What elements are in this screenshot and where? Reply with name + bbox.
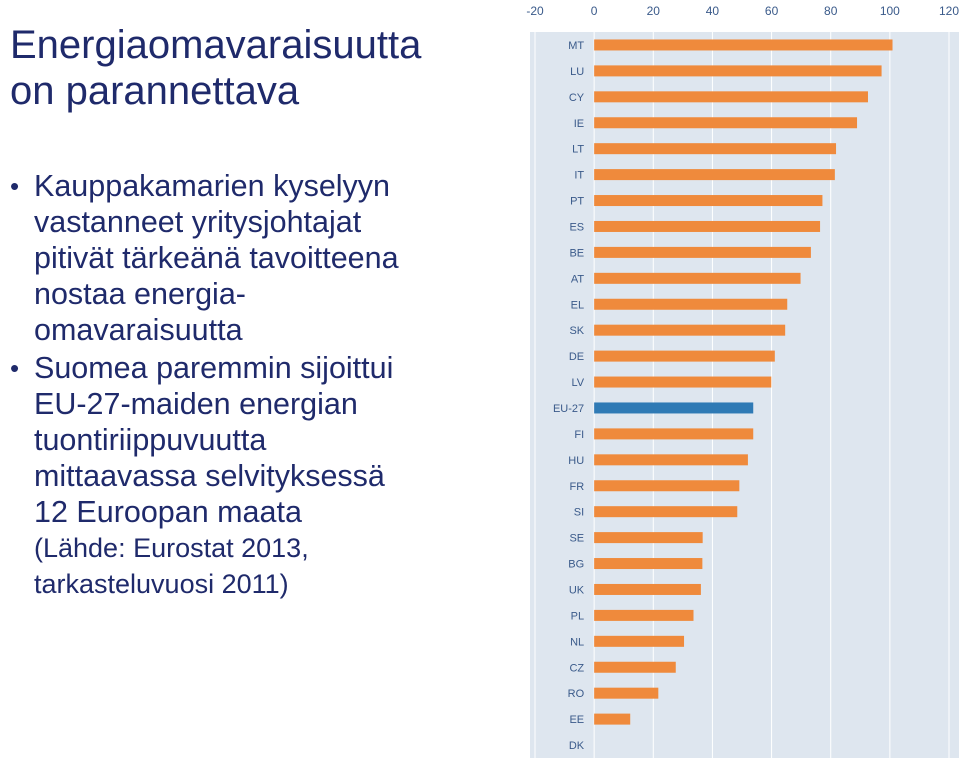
category-label: PL <box>571 610 584 622</box>
category-label: ES <box>569 221 584 233</box>
category-label: BG <box>568 559 584 571</box>
bullet-item: • Suomea paremmin sijoittui EU-27-maiden… <box>10 350 520 530</box>
x-tick-label: 40 <box>706 4 720 18</box>
x-tick-label: -20 <box>526 4 544 18</box>
x-tick-label: 20 <box>647 4 661 18</box>
bar <box>594 583 701 595</box>
x-tick-label: 80 <box>824 4 838 18</box>
category-label: MT <box>568 40 584 52</box>
bar <box>594 220 821 232</box>
category-label: NL <box>570 636 584 648</box>
bullet-line: 12 Euroopan maata <box>34 495 302 529</box>
bar <box>594 298 788 310</box>
category-label: LV <box>572 377 585 389</box>
category-label: DE <box>569 351 584 363</box>
bar <box>594 350 775 362</box>
category-label: FR <box>569 481 584 493</box>
bar <box>594 324 786 336</box>
category-label: IT <box>574 170 584 182</box>
category-label: AT <box>571 273 585 285</box>
bar <box>594 480 740 492</box>
bullet-dot-icon: • <box>10 171 20 201</box>
bar <box>594 558 703 570</box>
chart-svg: -20 0 20 40 60 80 100 120 MT LU CY IE LT IT PT ES BE AT EL… <box>526 4 959 758</box>
bullet-line: Kauppakamarien kyselyyn <box>34 169 391 203</box>
category-label: PT <box>570 196 584 208</box>
source-line: (Lähde: Eurostat 2013, <box>34 533 309 563</box>
category-label: SE <box>569 533 584 545</box>
bar <box>594 428 754 440</box>
category-label: DK <box>569 740 585 752</box>
bullet-line: EU-27-maiden energian <box>34 387 358 421</box>
category-label: CZ <box>569 662 584 674</box>
category-label: SK <box>569 325 584 337</box>
source-note: (Lähde: Eurostat 2013, tarkasteluvuosi 2… <box>10 530 520 602</box>
category-label: IE <box>574 118 584 130</box>
bullet-line: mittaavassa selvityksessä <box>34 459 385 493</box>
bar <box>594 402 754 414</box>
bullet-line: nostaa energia- <box>34 277 246 311</box>
bar <box>594 143 837 155</box>
bullet-line: tuontiriippuvuutta <box>34 423 267 457</box>
category-label: HU <box>568 455 584 467</box>
category-label: FI <box>574 429 584 441</box>
x-tick-label: 60 <box>765 4 779 18</box>
text-panel: Energiaomavaraisuutta on parannettava • … <box>10 22 520 602</box>
bar <box>594 661 676 673</box>
bar <box>594 635 685 647</box>
bar <box>594 506 738 518</box>
category-label: UK <box>569 584 585 596</box>
bar <box>594 454 748 466</box>
source-line: tarkasteluvuosi 2011) <box>34 569 289 599</box>
category-label: CY <box>569 92 585 104</box>
bullet-line: omavaraisuutta <box>34 313 243 347</box>
category-label: EU-27 <box>553 403 584 415</box>
bar <box>594 169 835 181</box>
bar <box>594 117 858 129</box>
bar <box>594 39 893 51</box>
bullet-line: vastanneet yritysjohtajat <box>34 205 362 239</box>
category-label: EL <box>571 299 584 311</box>
bar <box>594 65 882 77</box>
bullet-item: • Kauppakamarien kyselyyn vastanneet yri… <box>10 168 520 348</box>
category-label: RO <box>568 688 585 700</box>
x-tick-label: 100 <box>880 4 900 18</box>
bar <box>594 609 694 621</box>
slide-title: Energiaomavaraisuutta on parannettava <box>10 22 421 114</box>
category-label: BE <box>569 247 584 259</box>
title-line: on parannettava <box>10 69 300 113</box>
bullet-line: Suomea paremmin sijoittui <box>34 351 394 385</box>
bar <box>594 246 811 258</box>
category-label: LT <box>572 144 584 156</box>
x-tick-label: 0 <box>591 4 598 18</box>
bar <box>594 376 772 388</box>
bullet-dot-icon: • <box>10 353 20 383</box>
category-label: LU <box>570 66 584 78</box>
bullet-line: pitivät tärkeänä tavoitteena <box>34 241 399 275</box>
bar <box>594 713 631 725</box>
category-label: SI <box>574 507 584 519</box>
bar <box>594 272 801 284</box>
category-label: EE <box>569 714 584 726</box>
bar <box>594 687 659 699</box>
bar <box>594 532 703 544</box>
import-dependency-chart: -20 0 20 40 60 80 100 120 MT LU CY IE LT IT PT ES BE AT EL… <box>525 0 959 762</box>
bar <box>594 91 868 103</box>
x-tick-label: 120 <box>939 4 959 18</box>
bar <box>594 195 823 207</box>
bullet-list: • Kauppakamarien kyselyyn vastanneet yri… <box>10 168 520 602</box>
title-line: Energiaomavaraisuutta <box>10 23 422 67</box>
